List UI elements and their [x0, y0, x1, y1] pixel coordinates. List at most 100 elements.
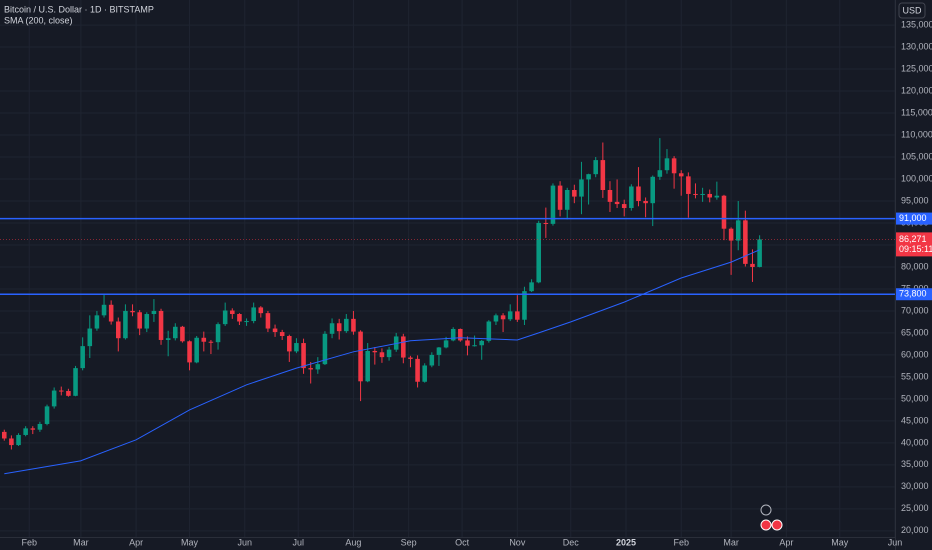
y-tick-label: 105,000	[901, 151, 932, 161]
event-flag[interactable]	[760, 519, 772, 531]
candle-body	[137, 312, 142, 329]
y-tick-label: 25,000	[901, 503, 929, 513]
candle-body	[472, 345, 477, 347]
candle-body	[144, 314, 150, 329]
candle-body	[37, 423, 43, 430]
candle-body	[757, 239, 762, 267]
candle-body	[287, 336, 292, 352]
y-tick-label: 80,000	[901, 261, 929, 271]
last-price-tag	[896, 232, 932, 257]
currency-label[interactable]: USD	[902, 5, 922, 15]
y-tick-label: 95,000	[901, 195, 929, 205]
candle-body	[116, 321, 121, 339]
y-tick-label: 65,000	[901, 327, 929, 337]
candle-body	[707, 193, 713, 198]
candle-body	[73, 368, 78, 396]
last-price-label: 86,271	[899, 234, 927, 244]
level-tag-label: 73,800	[899, 289, 927, 299]
candle-body	[621, 204, 627, 209]
candle-body	[215, 324, 221, 343]
y-tick-label: 60,000	[901, 349, 929, 359]
event-icon[interactable]	[760, 504, 772, 516]
candle-body	[515, 311, 520, 320]
candle-body	[336, 323, 342, 332]
candle-body	[194, 337, 199, 363]
event-flag[interactable]	[771, 519, 783, 531]
candle-body	[401, 336, 406, 358]
x-tick-label: Mar	[73, 537, 89, 547]
level-tag-label: 91,000	[899, 213, 927, 223]
candle-body	[379, 352, 385, 358]
candle-body	[507, 311, 513, 320]
candle-body	[301, 343, 306, 369]
candle-body	[564, 189, 570, 210]
event-icons	[760, 504, 783, 531]
candle-body	[493, 315, 499, 322]
y-tick-label: 100,000	[901, 173, 932, 183]
candle-body	[443, 340, 449, 348]
candle-body	[458, 328, 463, 341]
candle-body	[750, 263, 755, 267]
candle-body	[87, 328, 93, 347]
candle-body	[465, 340, 470, 346]
x-tick-label: Dec	[563, 537, 580, 547]
candle-body	[728, 228, 734, 241]
candle-body	[614, 201, 620, 205]
candle-body	[208, 341, 214, 343]
candle-body	[322, 333, 328, 365]
candle-body	[486, 321, 492, 341]
candle-body	[607, 189, 613, 202]
candle-body	[51, 390, 57, 407]
candle-body	[529, 282, 534, 292]
currency-button[interactable]	[898, 2, 926, 19]
candle-body	[66, 390, 71, 396]
candle-body	[714, 195, 720, 198]
y-tick-label: 135,000	[901, 19, 932, 29]
y-tick-label: 120,000	[901, 85, 932, 95]
candle-body	[16, 434, 21, 446]
candle-body	[30, 428, 36, 430]
candle-body	[265, 313, 271, 329]
y-tick-label: 20,000	[901, 525, 929, 535]
candle-body	[479, 340, 484, 346]
candle-body	[572, 189, 577, 197]
candle-body	[279, 332, 285, 337]
candle-body	[408, 357, 413, 359]
candle-body	[123, 310, 128, 339]
candle-body	[550, 185, 556, 224]
candle-body	[201, 337, 207, 342]
candle-body	[130, 310, 135, 313]
candle-body	[272, 328, 278, 333]
candle-body	[386, 349, 392, 358]
level-tag	[896, 288, 932, 301]
candle-body	[173, 326, 178, 339]
axes: 20,000 25,000 30,000 35,000 40,000 45,000 50,0…	[21, 19, 932, 547]
candle-body	[500, 315, 506, 320]
level-tag	[896, 212, 932, 225]
candle-body	[579, 179, 584, 197]
x-tick-label: Jun	[238, 537, 253, 547]
candle-body	[593, 160, 598, 175]
candle-body	[151, 310, 157, 315]
candle-body	[222, 310, 228, 325]
candle-body	[351, 318, 356, 332]
y-tick-label: 50,000	[901, 393, 929, 403]
candle-body	[650, 176, 656, 204]
x-tick-label: Jul	[292, 537, 304, 547]
x-tick-label: Aug	[345, 537, 361, 547]
candle-body	[600, 160, 606, 190]
candle-body	[251, 307, 256, 322]
y-tick-label: 125,000	[901, 63, 932, 73]
y-tick-label: 45,000	[901, 415, 929, 425]
x-tick-label: Apr	[779, 537, 793, 547]
candle-body	[180, 326, 185, 342]
candle-body	[664, 158, 670, 171]
candle-body	[344, 318, 349, 332]
candle-body	[244, 321, 249, 323]
candle-body	[557, 185, 563, 210]
y-tick-label: 30,000	[901, 481, 929, 491]
sma-line	[4, 249, 760, 475]
candle-body	[700, 193, 705, 195]
